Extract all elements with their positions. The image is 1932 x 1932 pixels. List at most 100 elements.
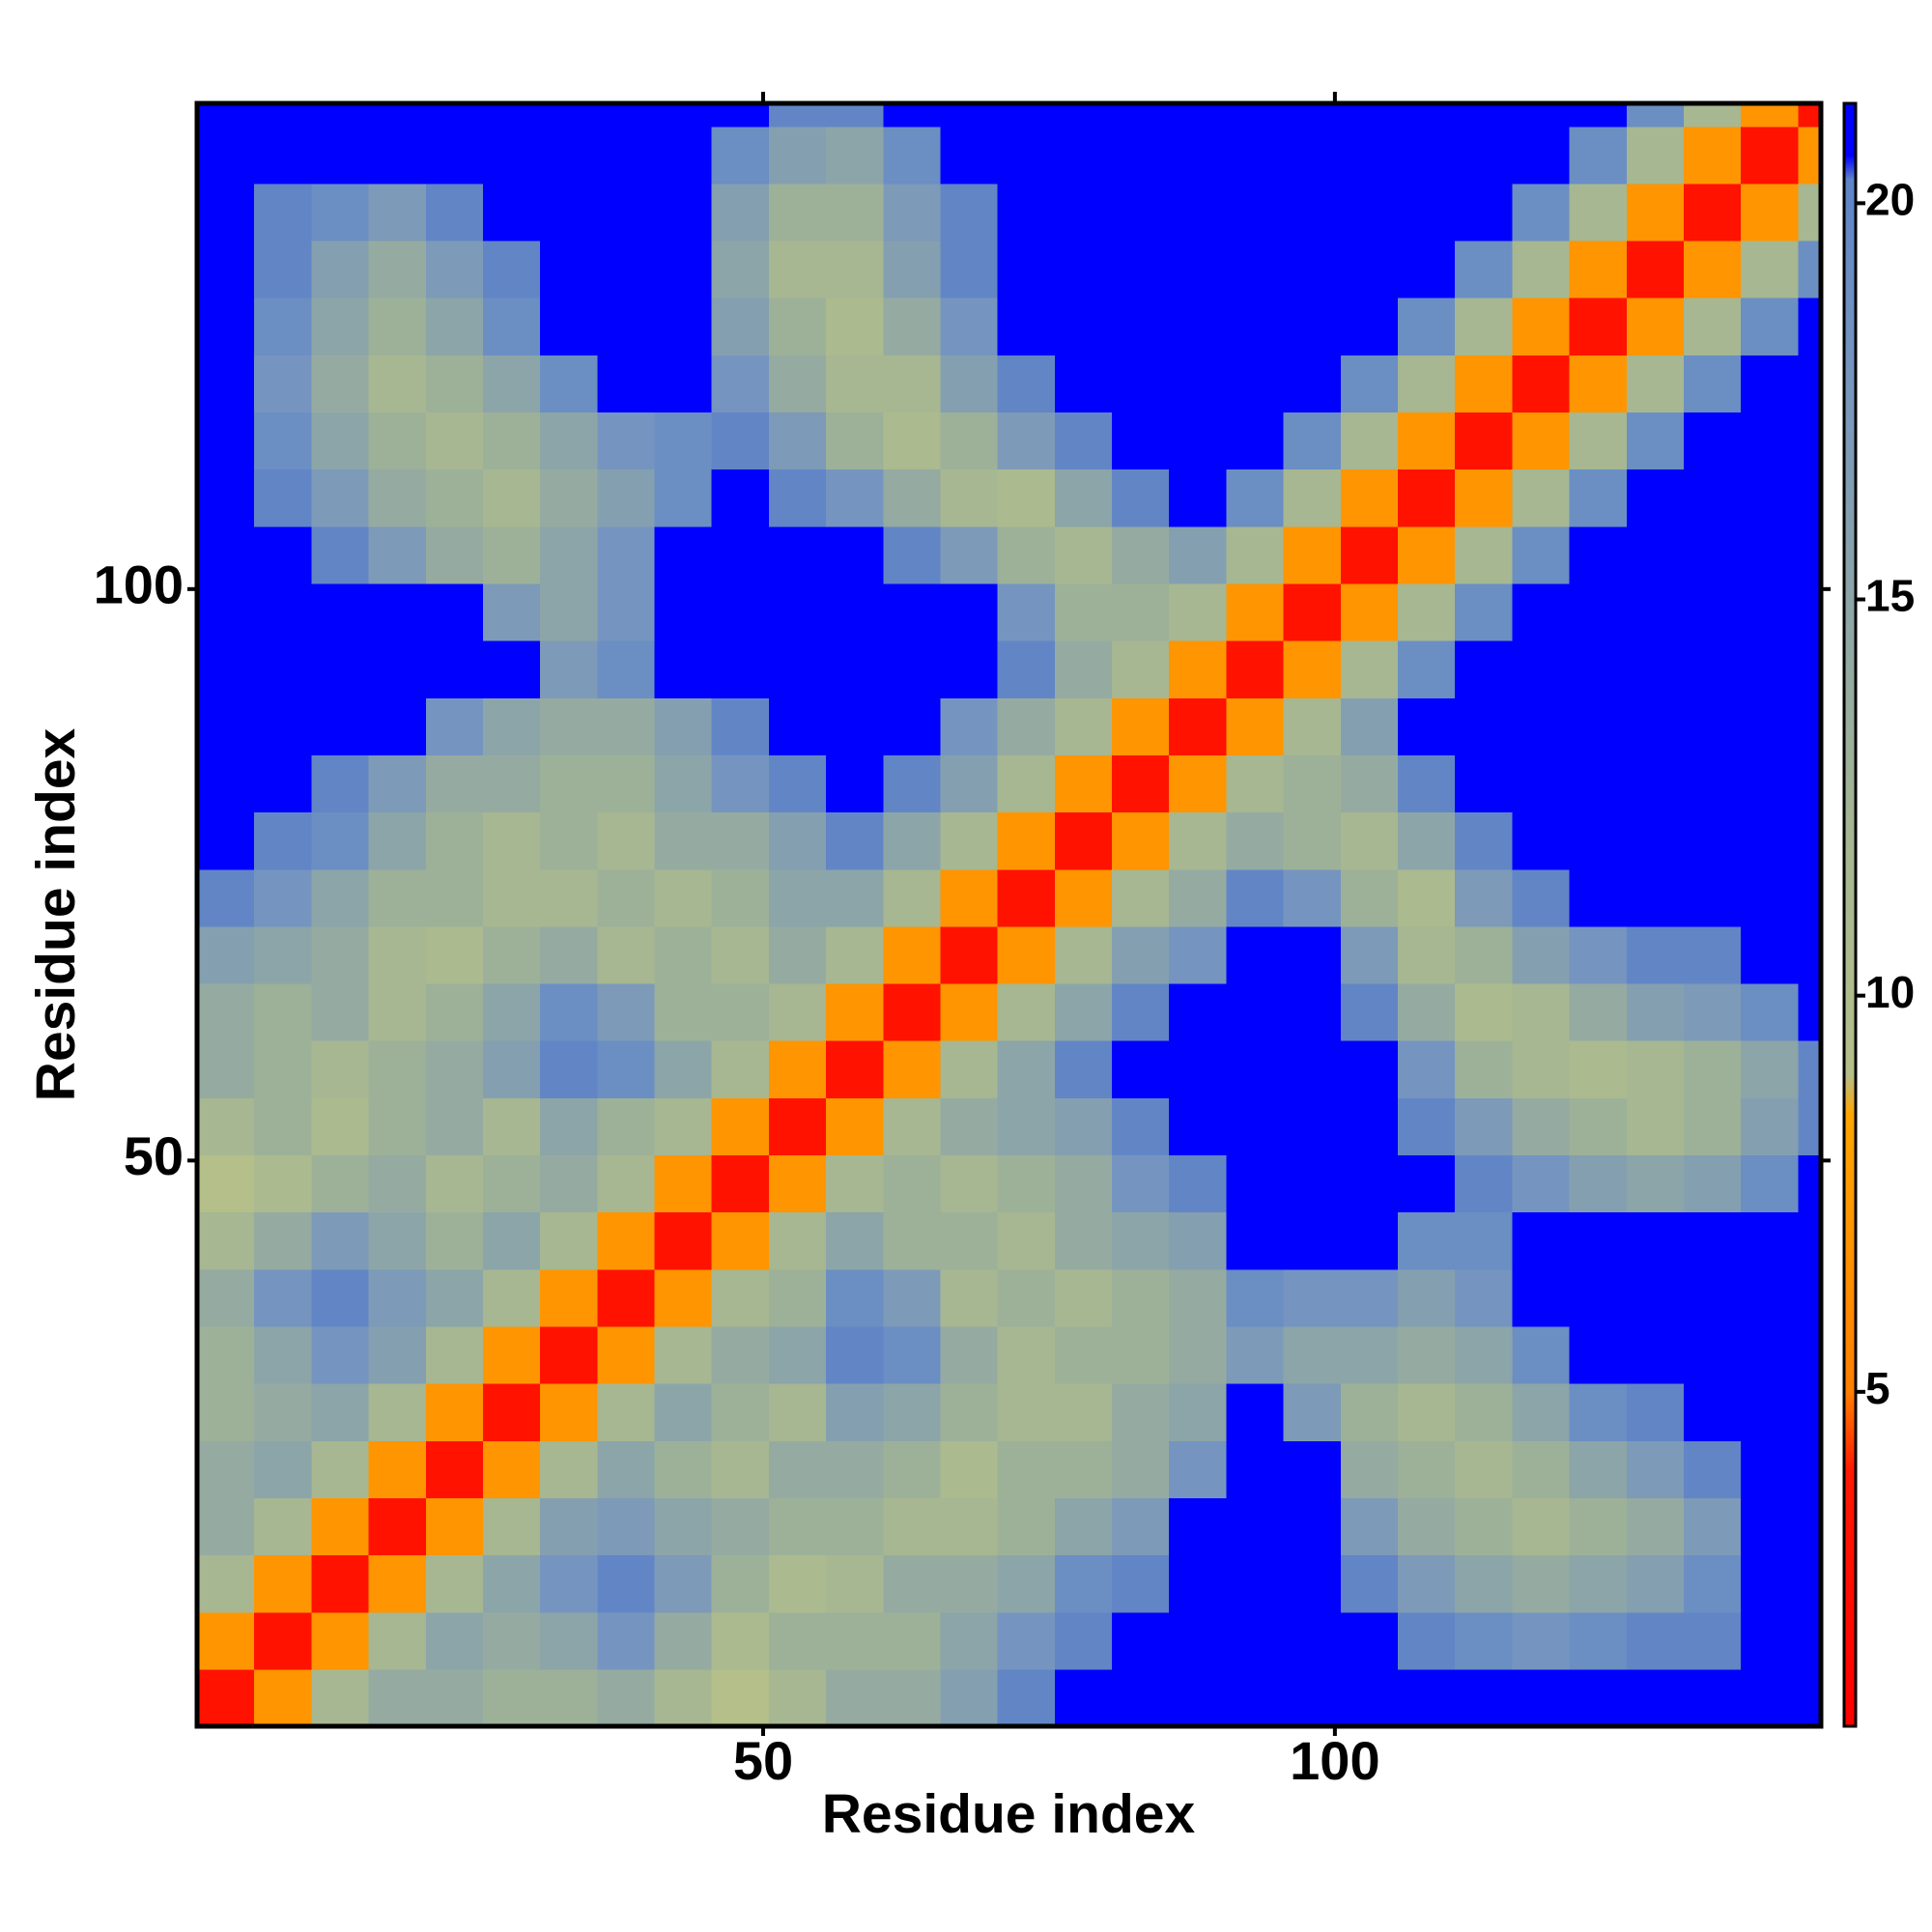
heatmap-cell	[482, 355, 541, 413]
heatmap-cell	[368, 1497, 427, 1556]
heatmap-cell	[482, 582, 541, 641]
heatmap-cell	[1512, 697, 1571, 755]
heatmap-cell	[1283, 412, 1342, 470]
heatmap-cell	[826, 1497, 884, 1556]
heatmap-cell	[425, 640, 484, 698]
heatmap-cell	[1340, 697, 1399, 755]
heatmap-cell	[311, 1325, 370, 1384]
heatmap-cell	[482, 1211, 541, 1270]
heatmap-cell	[1054, 582, 1113, 641]
heatmap-cell	[1397, 1440, 1456, 1498]
heatmap-cell	[1283, 754, 1342, 813]
heatmap-cell	[883, 925, 942, 984]
heatmap-cell	[197, 1211, 255, 1270]
heatmap-cell	[1626, 925, 1685, 984]
heatmap-cell	[711, 868, 770, 927]
heatmap-cell	[1569, 240, 1628, 298]
heatmap-cell	[1283, 103, 1342, 128]
colorbar-tick-label: 15	[1865, 571, 1915, 621]
heatmap-cell	[1169, 183, 1228, 242]
heatmap-cell	[197, 982, 255, 1041]
heatmap-cell	[1741, 1383, 1799, 1441]
heatmap-cell	[1283, 1325, 1342, 1384]
heatmap-cell	[1112, 526, 1170, 584]
heatmap-cell	[1226, 240, 1285, 298]
heatmap-cell	[1683, 1040, 1742, 1098]
heatmap-cell	[1226, 1325, 1285, 1384]
heatmap-cell	[654, 1611, 713, 1670]
heatmap-cell	[1283, 1211, 1342, 1270]
heatmap-cell	[311, 1268, 370, 1327]
heatmap-cell	[826, 183, 884, 242]
heatmap-cell	[311, 1611, 370, 1670]
heatmap-cell	[1741, 103, 1799, 128]
heatmap-cell	[1455, 754, 1513, 813]
heatmap-cell	[1340, 1325, 1399, 1384]
heatmap-cell	[940, 469, 999, 527]
heatmap-cell	[197, 582, 255, 641]
y-tick-label: 100	[94, 554, 184, 615]
heatmap-cell	[940, 412, 999, 470]
heatmap-cell	[883, 811, 942, 870]
heatmap-cell	[1397, 1611, 1456, 1670]
heatmap-cell	[1054, 1154, 1113, 1213]
heatmap-cell	[1112, 412, 1170, 470]
heatmap-cell	[1054, 1611, 1113, 1670]
heatmap-cell	[197, 103, 255, 128]
heatmap-cell	[711, 1497, 770, 1556]
heatmap-cell	[540, 126, 598, 185]
heatmap-cell	[711, 1611, 770, 1670]
heatmap-cell	[311, 1154, 370, 1213]
heatmap-cell	[311, 103, 370, 128]
heatmap-cell	[1169, 1440, 1228, 1498]
heatmap-cell	[597, 1040, 656, 1098]
heatmap-cell	[1397, 1325, 1456, 1384]
heatmap-cell	[1283, 640, 1342, 698]
heatmap-cell	[540, 1668, 598, 1726]
heatmap-cell	[254, 103, 312, 128]
heatmap-cell	[540, 183, 598, 242]
heatmap-cell	[597, 1611, 656, 1670]
heatmap-cell	[311, 982, 370, 1041]
heatmap-cell	[1397, 183, 1456, 242]
heatmap-cell	[826, 298, 884, 355]
heatmap-cell	[654, 1325, 713, 1384]
heatmap-cell	[1798, 103, 1821, 128]
colorbar	[1842, 101, 1858, 1728]
heatmap-cell	[425, 355, 484, 413]
heatmap-cell	[597, 1554, 656, 1613]
heatmap-cell	[1283, 1440, 1342, 1498]
heatmap-cell	[1455, 1211, 1513, 1270]
heatmap-cell	[1226, 754, 1285, 813]
heatmap-cell	[826, 126, 884, 185]
y-tick-label: 50	[124, 1125, 184, 1186]
heatmap-cell	[425, 697, 484, 755]
heatmap-cell	[997, 183, 1056, 242]
heatmap-cell	[1683, 1211, 1742, 1270]
heatmap-cell	[1569, 412, 1628, 470]
heatmap-cell	[1054, 868, 1113, 927]
heatmap-cell	[768, 1268, 827, 1327]
heatmap-cell	[311, 183, 370, 242]
heatmap-cell	[997, 697, 1056, 755]
heatmap-cell	[254, 126, 312, 185]
heatmap-cell	[654, 754, 713, 813]
heatmap-cell	[1340, 1668, 1399, 1726]
heatmap-cell	[1455, 412, 1513, 470]
heatmap-cell	[1283, 469, 1342, 527]
heatmap-cell	[197, 298, 255, 355]
heatmap-cell	[368, 1154, 427, 1213]
heatmap-cell	[768, 582, 827, 641]
heatmap-cell	[1455, 103, 1513, 128]
heatmap-cell	[1397, 469, 1456, 527]
heatmap-cell	[1512, 1554, 1571, 1613]
heatmap-cell	[1683, 183, 1742, 242]
heatmap-cell	[197, 183, 255, 242]
heatmap-cell	[1683, 982, 1742, 1041]
heatmap-cell	[197, 126, 255, 185]
heatmap-cell	[254, 469, 312, 527]
heatmap-cell	[1626, 412, 1685, 470]
heatmap-cell	[1626, 183, 1685, 242]
heatmap-cell	[940, 982, 999, 1041]
